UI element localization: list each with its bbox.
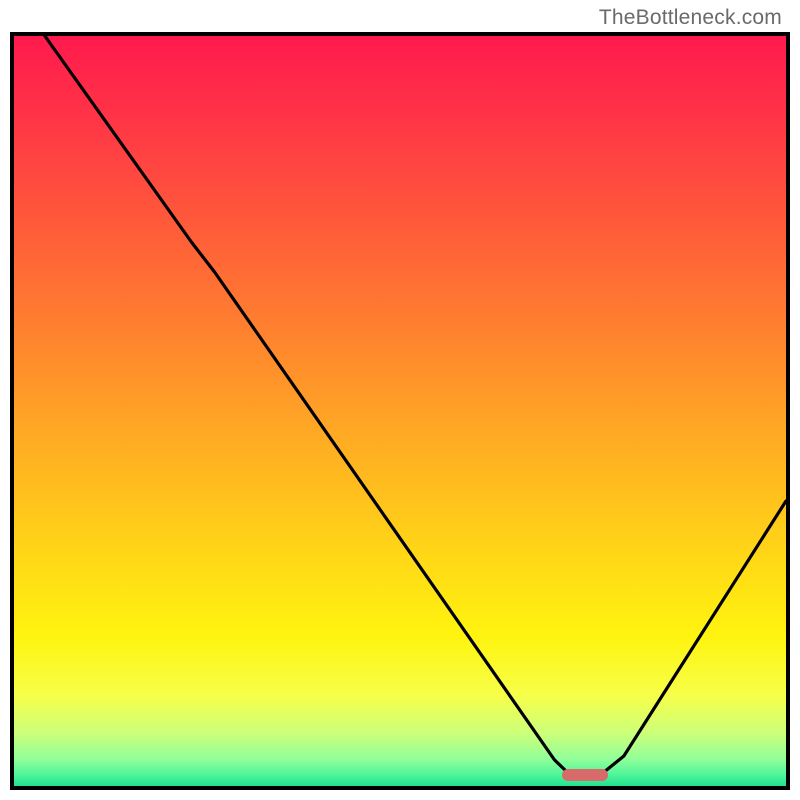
watermark-text: TheBottleneck.com (599, 6, 782, 30)
bottleneck-curve (14, 36, 786, 786)
chart-frame (10, 32, 790, 790)
optimal-marker (562, 769, 608, 781)
chart-plot-area (14, 36, 786, 786)
